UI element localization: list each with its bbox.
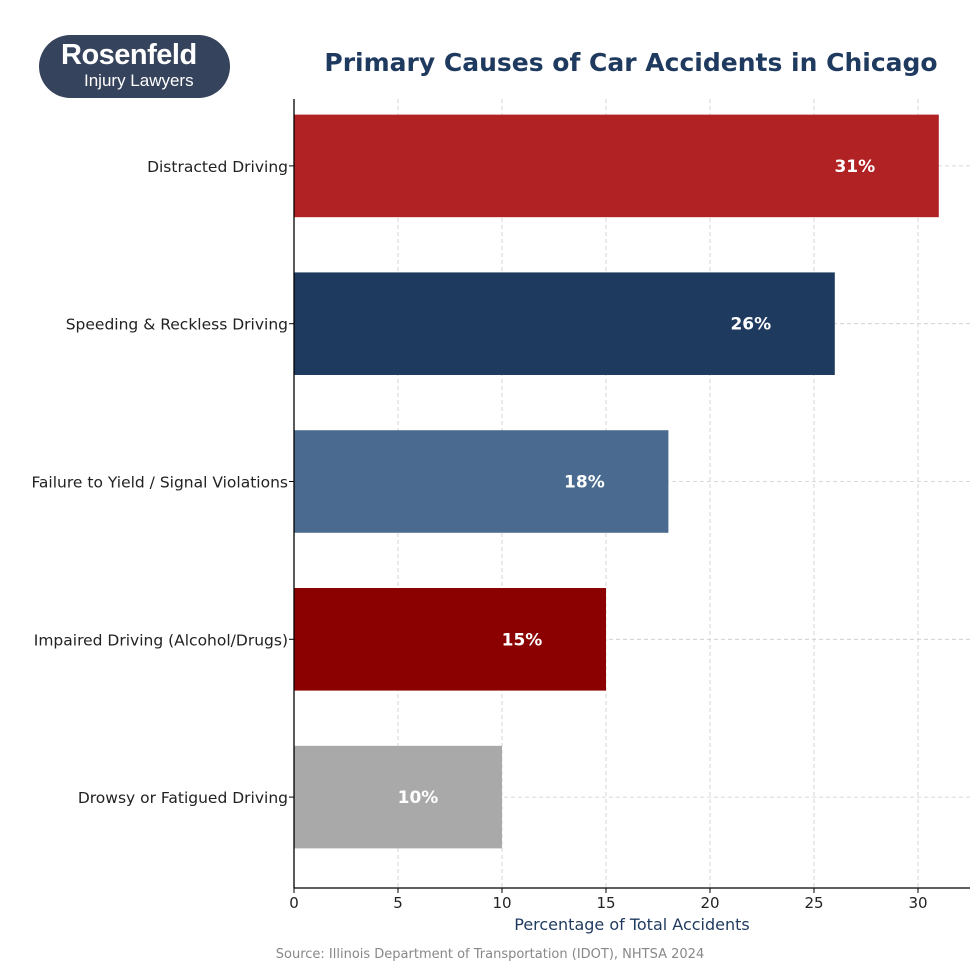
x-tick-label: 25 [804, 894, 823, 912]
bar [294, 272, 835, 375]
bar-value-label: 18% [564, 473, 605, 493]
bar-value-label: 15% [502, 630, 543, 650]
x-tick-label: 15 [596, 894, 615, 912]
y-tick-label: Impaired Driving (Alcohol/Drugs) [34, 631, 288, 649]
logo-line2: Injury Lawyers [84, 71, 194, 90]
y-tick-label: Speeding & Reckless Driving [66, 316, 288, 334]
y-tick-label: Failure to Yield / Signal Violations [31, 474, 288, 492]
x-tick-label: 0 [289, 894, 299, 912]
bar-value-label: 10% [398, 788, 439, 808]
bar-value-label: 26% [730, 315, 771, 335]
x-tick-label: 20 [700, 894, 719, 912]
y-tick-label: Distracted Driving [147, 158, 288, 176]
chart-title: Primary Causes of Car Accidents in Chica… [324, 48, 937, 77]
bar [294, 588, 606, 691]
logo-line1: Rosenfeld [61, 39, 197, 71]
x-tick-label: 5 [393, 894, 403, 912]
x-tick-label: 30 [908, 894, 927, 912]
source-note: Source: Illinois Department of Transport… [276, 947, 704, 962]
bar-value-label: 31% [834, 157, 875, 177]
x-axis-label: Percentage of Total Accidents [514, 915, 750, 934]
y-tick-label: Drowsy or Fatigued Driving [78, 789, 288, 807]
bar [294, 745, 502, 849]
x-tick-label: 10 [492, 894, 511, 912]
bar [294, 114, 939, 218]
bar [294, 430, 669, 533]
rosenfeld-logo: Rosenfeld Injury Lawyers [39, 35, 230, 98]
